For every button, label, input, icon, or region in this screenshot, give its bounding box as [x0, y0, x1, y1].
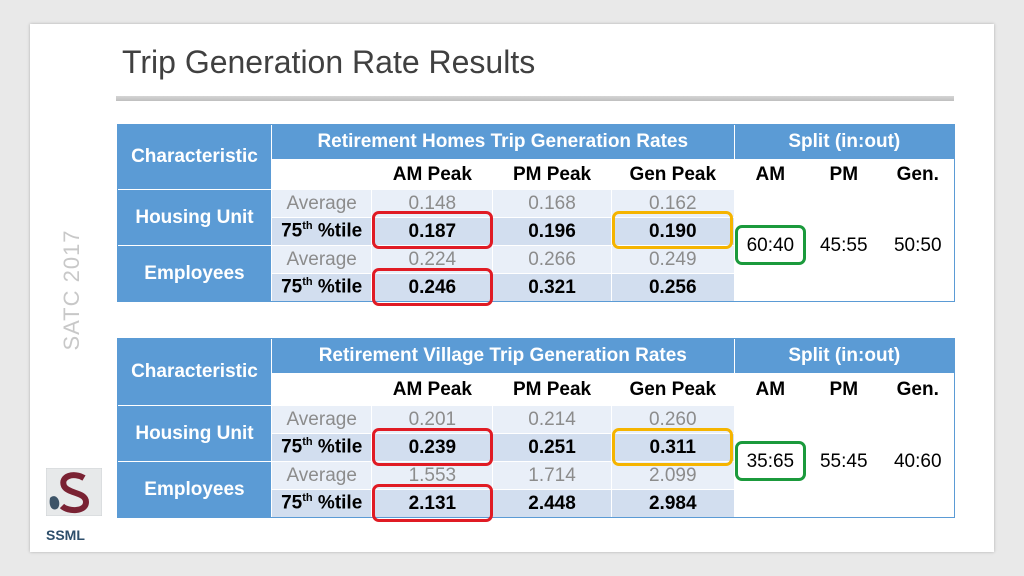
split-pm: 45:55	[806, 189, 882, 302]
row-label-average: Average	[270, 245, 373, 274]
slide-title: Trip Generation Rate Results	[122, 44, 536, 80]
value-cell: 0.311	[610, 433, 735, 462]
value-cell: 2.448	[492, 489, 612, 518]
row-label-75th-percentile: 75th %tile	[270, 273, 373, 302]
retirement-homes-table: Characteristic Retirement Homes Trip Gen…	[117, 124, 956, 302]
value-cell: 2.984	[610, 489, 735, 518]
split-col-gen: Gen.	[880, 159, 955, 190]
col-pm-peak: PM Peak	[492, 373, 612, 406]
value-cell: 0.162	[610, 189, 735, 218]
split-col-pm: PM	[806, 159, 882, 190]
value-cell: 1.553	[371, 461, 494, 490]
side-label: SATC 2017	[59, 229, 84, 351]
value-cell: 0.266	[492, 245, 612, 274]
split-col-pm: PM	[806, 373, 882, 406]
retirement-village-table: Characteristic Retirement Village Trip G…	[117, 338, 956, 518]
blank-header-cell	[270, 373, 373, 406]
row-label-75th-percentile: 75th %tile	[270, 433, 373, 462]
col-am-peak: AM Peak	[371, 159, 494, 190]
characteristic-header: Characteristic	[117, 124, 272, 190]
value-cell: 0.239	[371, 433, 494, 462]
row-label-average: Average	[270, 405, 373, 434]
split-gen: 40:60	[880, 405, 955, 518]
col-am-peak: AM Peak	[371, 373, 494, 406]
group-label: Employees	[117, 245, 272, 302]
title-underline	[116, 96, 954, 101]
row-label-average: Average	[270, 189, 373, 218]
row-label-75th-percentile: 75th %tile	[270, 489, 373, 518]
split-am: 35:65	[733, 405, 808, 518]
rates-title: Retirement Village Trip Generation Rates	[270, 338, 735, 374]
col-gen-peak: Gen Peak	[610, 373, 735, 406]
group-label: Housing Unit	[117, 405, 272, 462]
col-gen-peak: Gen Peak	[610, 159, 735, 190]
group-label: Housing Unit	[117, 189, 272, 246]
split-title: Split (in:out)	[733, 124, 956, 160]
logo-text: SSML	[46, 527, 85, 543]
value-cell: 1.714	[492, 461, 612, 490]
characteristic-header: Characteristic	[117, 338, 272, 406]
value-cell: 2.099	[610, 461, 735, 490]
value-cell: 0.148	[371, 189, 494, 218]
split-col-gen: Gen.	[880, 373, 955, 406]
value-cell: 0.187	[371, 217, 494, 246]
split-pm: 55:45	[806, 405, 882, 518]
value-cell: 0.260	[610, 405, 735, 434]
value-cell: 0.246	[371, 273, 494, 302]
ssml-logo-icon	[45, 467, 103, 517]
split-gen: 50:50	[880, 189, 955, 302]
value-cell: 0.256	[610, 273, 735, 302]
ssml-logo: SSML	[45, 467, 106, 543]
split-title: Split (in:out)	[733, 338, 956, 374]
row-label-average: Average	[270, 461, 373, 490]
value-cell: 0.190	[610, 217, 735, 246]
value-cell: 0.168	[492, 189, 612, 218]
rates-title: Retirement Homes Trip Generation Rates	[270, 124, 735, 160]
value-cell: 0.196	[492, 217, 612, 246]
value-cell: 2.131	[371, 489, 494, 518]
group-label: Employees	[117, 461, 272, 518]
blank-header-cell	[270, 159, 373, 190]
row-label-75th-percentile: 75th %tile	[270, 217, 373, 246]
split-col-am: AM	[733, 159, 808, 190]
split-am: 60:40	[733, 189, 808, 302]
value-cell: 0.249	[610, 245, 735, 274]
value-cell: 0.224	[371, 245, 494, 274]
value-cell: 0.321	[492, 273, 612, 302]
value-cell: 0.201	[371, 405, 494, 434]
value-cell: 0.214	[492, 405, 612, 434]
split-col-am: AM	[733, 373, 808, 406]
col-pm-peak: PM Peak	[492, 159, 612, 190]
value-cell: 0.251	[492, 433, 612, 462]
